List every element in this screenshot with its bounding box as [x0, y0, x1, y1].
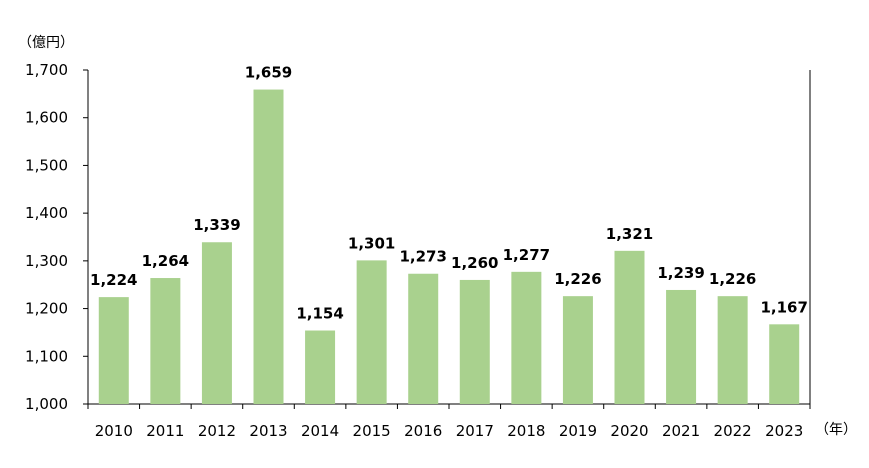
data-label-2016: 1,273: [399, 248, 446, 266]
data-label-2011: 1,264: [142, 252, 189, 270]
x-tick-label-2014: 2014: [301, 422, 339, 440]
y-tick-label: 1,600: [25, 109, 68, 127]
bar-2022: [717, 296, 748, 404]
bar-2010: [98, 297, 129, 404]
data-label-2013: 1,659: [245, 64, 292, 82]
x-tick-label-2022: 2022: [714, 422, 752, 440]
bar-2014: [305, 330, 336, 404]
bar-2020: [614, 250, 645, 404]
data-label-2023: 1,167: [760, 298, 807, 316]
x-tick-label-2012: 2012: [198, 422, 236, 440]
y-tick-label: 1,400: [25, 204, 68, 222]
data-label-2019: 1,226: [554, 270, 601, 288]
data-label-2012: 1,339: [193, 216, 240, 234]
x-tick-label-2018: 2018: [507, 422, 545, 440]
x-tick-label-2023: 2023: [765, 422, 803, 440]
data-label-2010: 1,224: [90, 271, 137, 289]
bar-2021: [666, 289, 697, 404]
data-label-2014: 1,154: [296, 305, 343, 323]
y-tick-label: 1,500: [25, 156, 68, 174]
data-label-2017: 1,260: [451, 254, 498, 272]
y-tick-label: 1,200: [25, 300, 68, 318]
x-tick-label-2011: 2011: [146, 422, 184, 440]
x-tick-label-2010: 2010: [95, 422, 133, 440]
y-tick-label: 1,000: [25, 395, 68, 413]
x-tick-label-2013: 2013: [249, 422, 287, 440]
x-tick-label-2016: 2016: [404, 422, 442, 440]
data-label-2018: 1,277: [503, 246, 550, 264]
x-tick-label-2017: 2017: [456, 422, 494, 440]
bar-2012: [201, 242, 232, 404]
data-label-2015: 1,301: [348, 234, 395, 252]
x-tick-label-2019: 2019: [559, 422, 597, 440]
y-axis-ticks: 1,000 1,100 1,200 1,300 1,400 1,500 1,600 1,700: [25, 61, 88, 413]
y-axis-unit-label: （億円）: [18, 35, 74, 51]
bar-2017: [459, 279, 490, 404]
bar-2013: [253, 89, 284, 404]
bar-2016: [408, 273, 439, 404]
x-tick-label-2015: 2015: [353, 422, 391, 440]
data-label-2020: 1,321: [606, 225, 653, 243]
bar-2019: [562, 296, 593, 404]
x-tick-label-2020: 2020: [610, 422, 648, 440]
bar-2023: [769, 324, 800, 404]
y-tick-label: 1,300: [25, 252, 68, 270]
y-tick-label: 1,700: [25, 61, 68, 79]
bar-2011: [150, 278, 181, 404]
bars-group: [98, 89, 800, 404]
data-label-2021: 1,239: [657, 264, 704, 282]
data-label-2022: 1,226: [709, 270, 756, 288]
y-tick-label: 1,100: [25, 347, 68, 365]
bar-2018: [511, 271, 542, 404]
bar-2015: [356, 260, 387, 404]
x-axis-unit-label: （年）: [815, 422, 857, 438]
x-tick-label-2021: 2021: [662, 422, 700, 440]
x-axis-ticks: 2010 2011 2012 2013 2014 2015 2016 2017 2018 2019…: [87, 404, 811, 440]
